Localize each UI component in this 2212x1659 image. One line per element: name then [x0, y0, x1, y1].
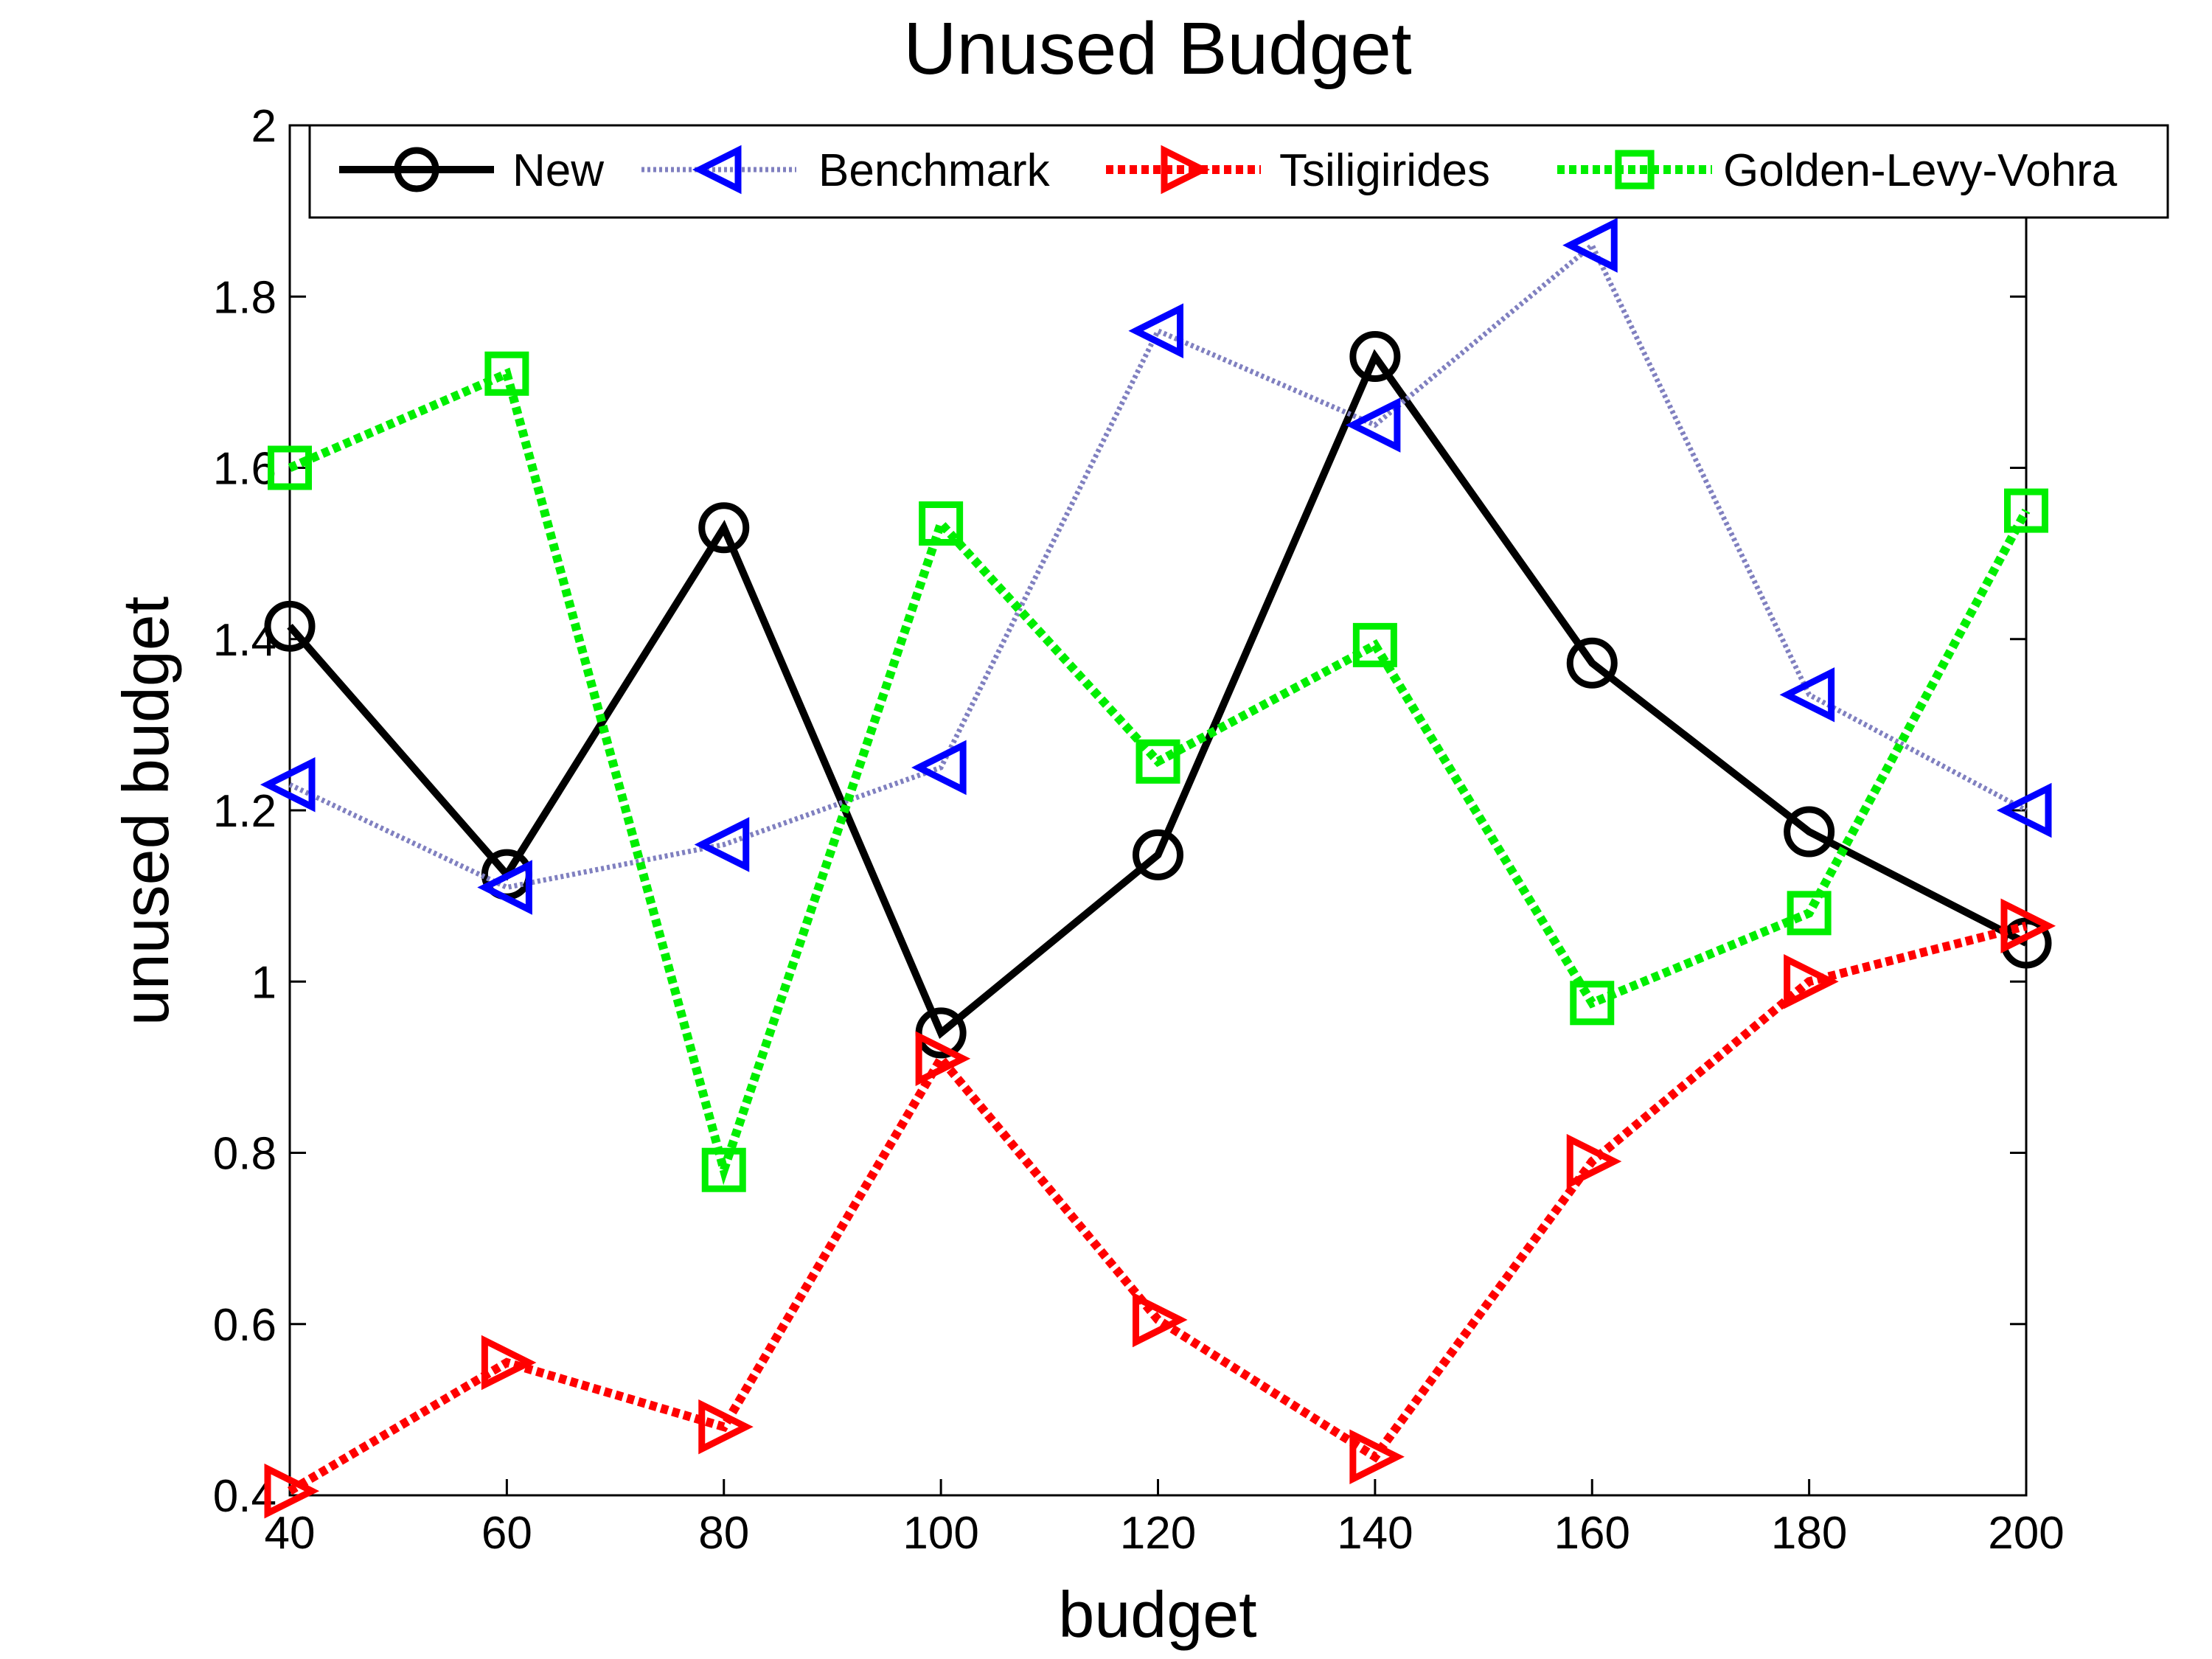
legend-label: New: [512, 145, 604, 196]
data-point: [694, 817, 750, 872]
data-point: [698, 1399, 754, 1455]
data-point: [1787, 891, 1832, 936]
chart-title: Unused Budget: [903, 7, 1412, 90]
y-tick-label: 2: [251, 101, 276, 152]
legend-entry: Golden-Levy-Vohra: [1557, 145, 2118, 196]
series-tsiligirides: [264, 898, 2056, 1519]
legend-entry: New: [339, 145, 604, 196]
data-point: [1570, 981, 1615, 1026]
data-point: [1133, 829, 1183, 880]
data-point: [692, 145, 742, 195]
legend-label: Tsiligirides: [1279, 145, 1490, 196]
data-point: [1784, 806, 1835, 858]
legend: New Benchmark Tsiligirides Golden-Levy-Vohr…: [308, 124, 2169, 219]
data-point: [1345, 397, 1401, 453]
data-point: [1352, 622, 1397, 667]
data-point: [1349, 331, 1401, 383]
data-point: [1566, 1133, 1622, 1189]
data-point: [701, 1147, 746, 1192]
y-axis-label: unused budget: [109, 597, 182, 1026]
y-tick-label: 1: [251, 957, 276, 1008]
y-tick-label: 0.8: [213, 1129, 276, 1180]
legend-label: Benchmark: [818, 145, 1051, 196]
axis-ticks: 40 60 80 100 120 140 160 180 2000.40.60.811.21.4…: [213, 101, 2065, 1559]
data-point: [1562, 218, 1618, 273]
legend-entry: Tsiligirides: [1106, 145, 1490, 196]
data-point: [1128, 303, 1183, 358]
data-point: [484, 351, 529, 396]
x-tick-label: 140: [1337, 1508, 1413, 1559]
data-point: [1566, 637, 1618, 689]
data-point: [260, 757, 316, 813]
series-line: [288, 367, 2031, 1186]
x-tick-label: 60: [481, 1508, 532, 1559]
data-point: [911, 740, 967, 796]
data-point: [264, 600, 316, 652]
data-point: [1133, 1292, 1188, 1348]
data-point: [915, 1031, 971, 1087]
data-point: [477, 860, 532, 915]
y-tick-label: 1.8: [213, 272, 276, 323]
data-point: [2004, 488, 2048, 533]
legend-label: Golden-Levy-Vohra: [1723, 145, 2118, 196]
data-point: [2000, 898, 2056, 954]
x-axis-label: budget: [1058, 1578, 1256, 1651]
x-tick-label: 180: [1771, 1508, 1847, 1559]
series-golden-levy-vohra: [268, 351, 2048, 1192]
data-point: [1779, 667, 1835, 723]
y-tick-label: 0.6: [213, 1300, 276, 1351]
data-point: [919, 501, 964, 546]
data-point: [1349, 1429, 1405, 1485]
series-line: [287, 921, 2028, 1495]
legend-entry: Benchmark: [641, 145, 1051, 196]
data-point: [394, 147, 439, 192]
data-point: [481, 1335, 537, 1391]
data-point: [1161, 145, 1211, 195]
series-line: [287, 349, 2028, 1040]
series-benchmark: [260, 218, 2052, 915]
x-tick-label: 120: [1120, 1508, 1196, 1559]
y-tick-label: 1.2: [213, 786, 276, 837]
data-point: [1996, 782, 2052, 838]
series-layer: [260, 218, 2056, 1519]
x-tick-label: 160: [1554, 1508, 1630, 1559]
y-tick-label: 1.6: [213, 444, 276, 495]
data-point: [264, 1463, 320, 1519]
series-line: [288, 241, 2028, 891]
data-point: [1615, 150, 1655, 189]
data-point: [1135, 739, 1180, 784]
x-tick-label: 100: [902, 1508, 978, 1559]
data-point: [1784, 953, 1839, 1009]
x-tick-label: 40: [265, 1508, 316, 1559]
data-point: [268, 445, 312, 490]
data-point: [698, 502, 750, 554]
x-tick-label: 80: [698, 1508, 749, 1559]
x-tick-label: 200: [1988, 1508, 2064, 1559]
